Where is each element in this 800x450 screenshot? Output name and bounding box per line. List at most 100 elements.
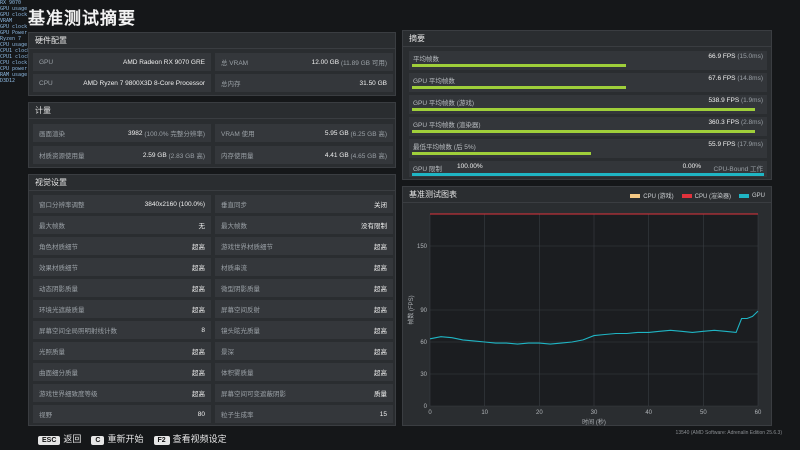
setting-label: 粒子生成率 <box>221 412 254 419</box>
summary-bar <box>412 64 626 67</box>
vram-row: 总 VRAM 12.00 GB (11.89 GB 可用) <box>215 53 393 71</box>
y-tick-label: 150 <box>417 244 428 250</box>
cpu-bound-value: 0.00% <box>682 163 701 170</box>
compute-panel: 计量 画面渲染 3982 (100.0% 完整分辨率) VRAM 使用 5.95 G… <box>28 102 396 168</box>
y-tick-label: 90 <box>420 308 427 314</box>
overlay-label: VRAM <box>0 18 13 24</box>
overlay-row: GPU Power <box>0 30 72 36</box>
summary-value: 66.9 FPS (15.0ms) <box>708 53 763 60</box>
cpu-label: CPU <box>39 79 53 87</box>
summary-row: GPU 平均帧数 (游戏) 538.9 FPS (1.9ms) <box>409 95 767 114</box>
summary-row: GPU 平均帧数 (渲染器) 360.3 FPS (2.8ms) <box>409 117 767 136</box>
setting-label: 游戏世界细致度等级 <box>39 391 98 398</box>
gpu-series-line <box>429 310 759 345</box>
key-badge: F2 <box>153 436 170 445</box>
x-axis-label: 时间 (秒) <box>582 418 606 426</box>
compute-row: 画面渲染 3982 (100.0% 完整分辨率) <box>33 124 211 142</box>
visual-settings-header: 视觉设置 <box>29 175 395 191</box>
y-tick-label: 60 <box>420 340 427 346</box>
summary-value: 538.9 FPS (1.9ms) <box>708 97 763 104</box>
gpu-label: GPU <box>39 58 54 66</box>
setting-row: 曲面细分质量 超高 <box>33 363 211 381</box>
x-tick-label: 20 <box>536 410 543 416</box>
gpu-limit-bar <box>412 173 764 176</box>
gpu-row: GPU AMD Radeon RX 9070 GRE <box>33 53 211 71</box>
setting-value: 超高 <box>192 244 205 251</box>
overlay-row: Ryzen 7 <box>0 36 72 42</box>
shortcut-f2[interactable]: F2 查看视频设定 <box>153 432 227 445</box>
setting-row: 景深 超高 <box>215 342 393 360</box>
compute-row: 内存使用量 4.41 GB (4.65 GB 高) <box>215 146 393 164</box>
overlay-label: GPU clock <box>0 24 28 30</box>
legend-label: GPU <box>751 192 765 199</box>
setting-row: 粒子生成率 15 <box>215 405 393 423</box>
setting-label: 效果材质细节 <box>39 265 78 272</box>
setting-label: 镜头眩光质量 <box>221 328 260 335</box>
setting-label: 最大帧数 <box>221 223 247 230</box>
cpu-bound-label: CPU-Bound 工作 <box>713 166 764 173</box>
setting-value: 超高 <box>374 307 387 314</box>
fps-value: 538.9 FPS <box>708 97 740 104</box>
overlay-label: CPU1 clock <box>0 54 31 60</box>
setting-value: 无 <box>198 223 206 230</box>
setting-row: 角色材质细节 超高 <box>33 237 211 255</box>
legend-item: CPU (渲染器) <box>681 191 731 200</box>
x-tick-label: 50 <box>700 410 707 416</box>
chart-legend: CPU (游戏) CPU (渲染器) GPU <box>630 191 765 200</box>
x-tick-label: 10 <box>481 410 488 416</box>
shortcut-c[interactable]: C 重新开始 <box>91 432 144 445</box>
legend-item: CPU (游戏) <box>630 191 674 200</box>
summary-bar <box>412 86 626 89</box>
page-title: 基准测试摘要 <box>28 9 136 28</box>
compute-sub: (100.0% 完整分辨率) <box>144 131 205 138</box>
overlay-label: GPU clock <box>0 12 28 18</box>
ms-value: (15.0ms) <box>737 53 763 60</box>
setting-row: 环境光遮蔽质量 超高 <box>33 300 211 318</box>
overlay-label: Ryzen 7 <box>0 36 22 42</box>
gpu-limit-label: GPU 限制 <box>413 166 442 173</box>
legend-swatch <box>738 193 749 198</box>
vram-sub: (11.89 GB 可用) <box>340 60 387 67</box>
summary-bar <box>412 108 755 111</box>
overlay-row: GPU clock <box>0 12 72 18</box>
setting-row: 屏幕空间可变遮蔽阴影 质量 <box>215 384 393 402</box>
bottom-bar: ESC 返回 C 重新开始 F2 查看视频设定 <box>38 432 227 445</box>
overlay-label: GPU usage <box>0 6 28 12</box>
setting-label: 光照质量 <box>39 349 65 356</box>
setting-label: 景深 <box>221 349 234 356</box>
setting-value: 超高 <box>374 244 387 251</box>
compute-header: 计量 <box>29 103 395 119</box>
overlay-row: GPU clock <box>0 24 72 30</box>
visual-settings-panel: 视觉设置 窗口分辨率调整 3840x2160 (100.0%) 最大帧数 无角色材质细… <box>28 174 396 426</box>
ms-value: (17.9ms) <box>737 141 763 148</box>
cpu-row: CPU AMD Ryzen 7 9800X3D 8-Core Processor <box>33 74 211 92</box>
setting-label: 最大帧数 <box>39 223 65 230</box>
setting-value: 超高 <box>192 349 205 356</box>
gpu-limit-row: GPU 限制 100.00% 0.00% CPU-Bound 工作 <box>409 161 767 177</box>
ms-value: (2.8ms) <box>740 119 763 126</box>
key-badge: ESC <box>38 436 61 445</box>
setting-label: 角色材质细节 <box>39 244 78 251</box>
setting-value: 超高 <box>374 265 387 272</box>
setting-row: 最大帧数 无 <box>33 216 211 234</box>
setting-label: 动态阴影质量 <box>39 286 78 293</box>
setting-value: 超高 <box>374 370 387 377</box>
setting-row: 动态阴影质量 超高 <box>33 279 211 297</box>
compute-value: 4.41 GB <box>324 151 349 159</box>
setting-row: 效果材质细节 超高 <box>33 258 211 276</box>
hardware-panel: 硬件配置 GPU AMD Radeon RX 9070 GRE 总 VRAM 12.… <box>28 32 396 96</box>
compute-value: 3982 <box>128 129 143 137</box>
setting-row: 游戏世界细致度等级 超高 <box>33 384 211 402</box>
compute-label: 材质资源使用量 <box>39 153 85 160</box>
shortcut-esc[interactable]: ESC 返回 <box>38 432 81 445</box>
setting-value: 超高 <box>192 265 205 272</box>
setting-row: 镜头眩光质量 超高 <box>215 321 393 339</box>
memory-value: 31.50 GB <box>359 79 387 87</box>
overlay-label: D3D12 <box>0 78 16 84</box>
setting-row: 光照质量 超高 <box>33 342 211 360</box>
summary-row: 最低平均帧数 (后 5%) 55.9 FPS (17.9ms) <box>409 139 767 158</box>
fps-value: 66.9 FPS <box>708 53 736 60</box>
setting-row: 微型阴影质量 超高 <box>215 279 393 297</box>
compute-row: 材质资源使用量 2.59 GB (2.83 GB 高) <box>33 146 211 164</box>
setting-row: 视野 80 <box>33 405 211 423</box>
